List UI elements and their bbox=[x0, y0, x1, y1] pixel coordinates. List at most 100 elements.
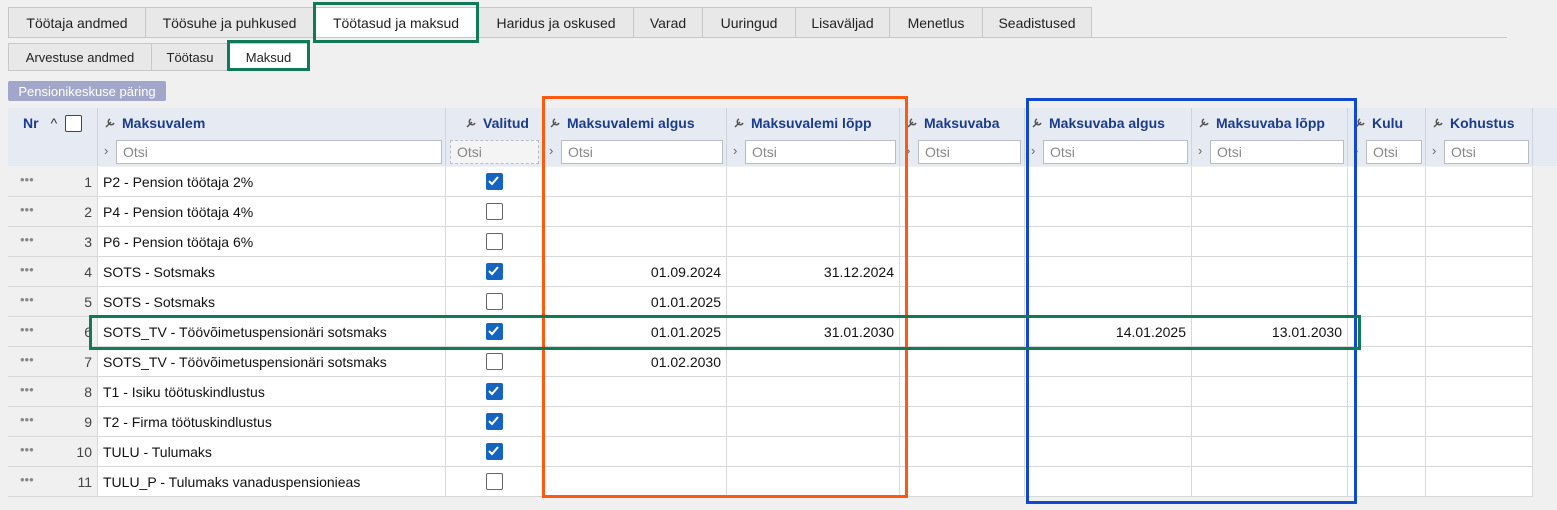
chevron: › bbox=[733, 143, 738, 158]
tab[interactable]: Uuringud bbox=[702, 7, 796, 38]
table-cell bbox=[727, 407, 900, 437]
filter-input[interactable]: Otsi bbox=[1043, 140, 1188, 164]
column-header[interactable]: Maksuvalemi lõpp bbox=[727, 108, 900, 138]
table-cell bbox=[727, 167, 900, 197]
row-menu[interactable]: ••• bbox=[20, 382, 34, 397]
highlight bbox=[227, 40, 310, 71]
table-cell: 7 bbox=[8, 347, 98, 377]
column-header[interactable]: Maksuvalemi algus bbox=[543, 108, 727, 138]
cell-text: SOTS_TV - Töövõimetuspensionäri sotsmaks bbox=[103, 353, 387, 370]
filter-input[interactable]: Otsi bbox=[745, 140, 896, 164]
checkbox[interactable] bbox=[485, 293, 503, 310]
table-cell: 31.01.2030 bbox=[727, 317, 900, 347]
column-header[interactable]: Maksuvalem bbox=[98, 108, 446, 138]
cell-text: 14.01.2025 bbox=[1115, 323, 1186, 340]
tab[interactable]: Varad bbox=[633, 7, 703, 38]
table-cell bbox=[446, 437, 543, 467]
table-cell: 14.01.2025 bbox=[1025, 317, 1192, 347]
row-menu[interactable]: ••• bbox=[20, 412, 34, 427]
cell-text: 8 bbox=[84, 383, 92, 400]
table-cell: 01.01.2025 bbox=[543, 317, 727, 347]
cell-text: 11 bbox=[77, 473, 92, 490]
table-cell: 5 bbox=[8, 287, 98, 317]
table-cell: 1 bbox=[8, 167, 98, 197]
filter-input[interactable]: Otsi bbox=[1444, 140, 1529, 164]
column-header[interactable]: Maksuvaba algus bbox=[1025, 108, 1192, 138]
tab[interactable]: Töötasud ja maksud bbox=[313, 7, 479, 38]
table-cell bbox=[1348, 317, 1426, 347]
checkbox[interactable] bbox=[485, 443, 503, 460]
table-cell bbox=[1348, 467, 1426, 497]
row-menu[interactable]: ••• bbox=[20, 262, 34, 277]
cell-text: 31.12.2024 bbox=[823, 263, 894, 280]
filter-input[interactable]: Otsi bbox=[116, 140, 442, 164]
table-cell bbox=[1426, 317, 1533, 347]
table-cell: T2 - Firma töötuskindlustus bbox=[98, 407, 446, 437]
tab[interactable]: Töötaja andmed bbox=[8, 7, 146, 38]
tab[interactable]: Töösuhe ja puhkused bbox=[145, 7, 314, 38]
table-cell bbox=[900, 437, 1025, 467]
filter-input[interactable]: Otsi bbox=[918, 140, 1021, 164]
row-menu[interactable]: ••• bbox=[20, 322, 34, 337]
highlight bbox=[89, 315, 1361, 350]
table-cell bbox=[900, 197, 1025, 227]
table-cell bbox=[1192, 347, 1348, 377]
table-cell bbox=[1025, 227, 1192, 257]
tab[interactable]: Menetlus bbox=[889, 7, 983, 38]
table-cell bbox=[1348, 227, 1426, 257]
cell-text: 31.01.2030 bbox=[823, 323, 894, 340]
filter-input[interactable]: Otsi bbox=[1366, 140, 1422, 164]
table-cell bbox=[727, 347, 900, 377]
checkbox[interactable] bbox=[485, 173, 503, 190]
table-cell bbox=[1348, 407, 1426, 437]
table-cell: P2 - Pension töötaja 2% bbox=[98, 167, 446, 197]
cell-text: 10 bbox=[76, 443, 92, 460]
filter-input[interactable]: Otsi bbox=[561, 140, 723, 164]
cell-text: P6 - Pension töötaja 6% bbox=[103, 233, 254, 250]
column-header[interactable]: Valitud bbox=[446, 108, 543, 138]
header-text: Maksuvalem bbox=[122, 115, 206, 131]
button[interactable]: Pensionikeskuse päring bbox=[8, 81, 166, 101]
table-cell bbox=[1192, 407, 1348, 437]
row-menu[interactable]: ••• bbox=[20, 292, 34, 307]
row-menu[interactable]: ••• bbox=[20, 232, 34, 247]
checkbox[interactable] bbox=[485, 353, 503, 370]
checkbox[interactable] bbox=[485, 323, 503, 340]
checkbox[interactable] bbox=[485, 203, 503, 220]
filter-input[interactable]: Otsi bbox=[450, 140, 539, 164]
header-text: Kohustus bbox=[1450, 115, 1515, 131]
row-menu[interactable]: ••• bbox=[20, 442, 34, 457]
cell-text: SOTS - Sotsmaks bbox=[103, 293, 216, 310]
cell-text: 2 bbox=[84, 203, 92, 220]
tab[interactable]: Seadistused bbox=[982, 7, 1092, 38]
filter-input[interactable]: Otsi bbox=[1210, 140, 1344, 164]
column-header[interactable]: Maksuvaba lõpp bbox=[1192, 108, 1348, 138]
cell-text: P4 - Pension töötaja 4% bbox=[103, 203, 254, 220]
checkbox[interactable] bbox=[485, 383, 503, 400]
row-menu[interactable]: ••• bbox=[20, 202, 34, 217]
subtab[interactable]: Töötasu bbox=[151, 43, 229, 71]
column-header[interactable]: Kulu bbox=[1348, 108, 1426, 138]
column-header[interactable]: Kohustus bbox=[1426, 108, 1533, 138]
tab[interactable]: Lisaväljad bbox=[795, 7, 890, 38]
row-menu[interactable]: ••• bbox=[20, 472, 34, 487]
checkbox[interactable] bbox=[485, 413, 503, 430]
table-cell bbox=[543, 227, 727, 257]
checkbox[interactable] bbox=[485, 473, 503, 490]
subtab[interactable]: Arvestuse andmed bbox=[8, 43, 152, 71]
filter-cell bbox=[8, 138, 98, 166]
table-cell: 13.01.2030 bbox=[1192, 317, 1348, 347]
checkbox[interactable] bbox=[485, 263, 503, 280]
tab[interactable]: Haridus ja oskused bbox=[478, 7, 634, 38]
highlight bbox=[542, 96, 908, 498]
row-menu[interactable]: ••• bbox=[20, 352, 34, 367]
table-cell bbox=[446, 167, 543, 197]
column-header[interactable]: Maksuvaba bbox=[900, 108, 1025, 138]
header-text: Kulu bbox=[1372, 115, 1404, 131]
table-cell: SOTS - Sotsmaks bbox=[98, 287, 446, 317]
table-cell bbox=[446, 347, 543, 377]
chevron: › bbox=[549, 143, 554, 158]
checkbox[interactable] bbox=[485, 233, 503, 250]
column-header[interactable]: Nr ^ bbox=[8, 108, 98, 138]
row-menu[interactable]: ••• bbox=[20, 172, 34, 187]
